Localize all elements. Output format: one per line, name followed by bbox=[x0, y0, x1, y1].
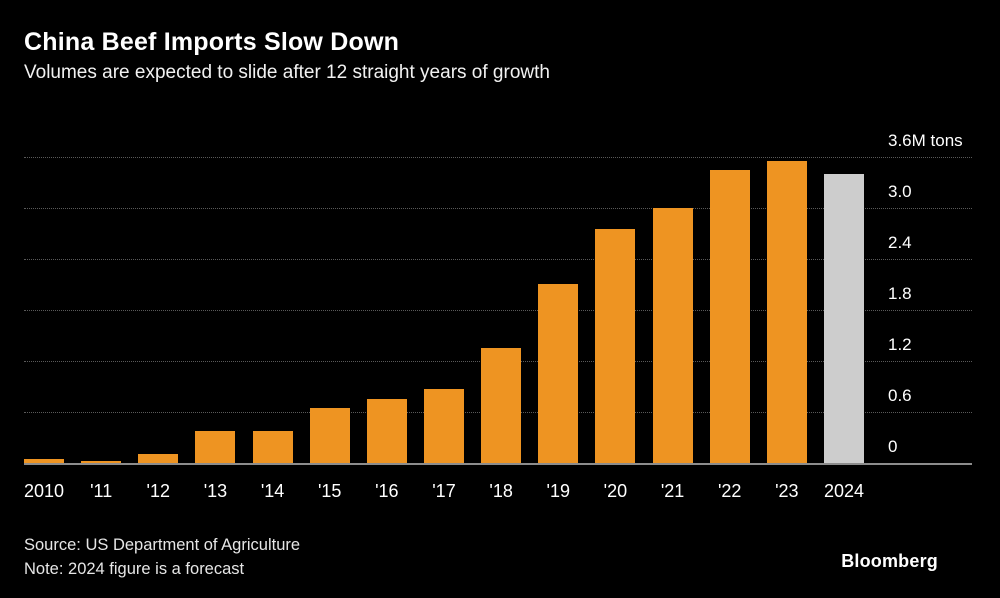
y-tick-label: 2.4 bbox=[888, 233, 912, 252]
bar-16 bbox=[366, 399, 407, 463]
bar-23 bbox=[766, 161, 807, 463]
x-tick-label: '11 bbox=[90, 481, 113, 501]
x-tick-label: '15 bbox=[317, 481, 342, 501]
source-note: Source: US Department of Agriculture Not… bbox=[24, 533, 300, 581]
source-line: Source: US Department of Agriculture bbox=[24, 536, 301, 554]
bar-2010 bbox=[24, 459, 64, 463]
bar-21 bbox=[652, 208, 693, 463]
x-tick-label: '20 bbox=[603, 481, 628, 501]
bar-19 bbox=[538, 284, 579, 463]
bar-11 bbox=[81, 461, 122, 463]
bar-13 bbox=[195, 431, 236, 463]
bar-20 bbox=[595, 229, 636, 463]
x-tick-label: '17 bbox=[432, 481, 456, 501]
bar-2024 bbox=[823, 174, 864, 463]
x-tick-label: '22 bbox=[717, 481, 742, 501]
x-tick-label: '19 bbox=[546, 481, 570, 501]
bar-12 bbox=[138, 454, 179, 463]
bar-22 bbox=[709, 170, 750, 463]
x-axis-labels: 2010 '11 '12 '13 '14 '15 '16 '17 '18 '19 '20 '21 '22… bbox=[24, 481, 864, 502]
x-tick-label: '14 bbox=[260, 481, 285, 501]
x-tick-label: 2010 bbox=[23, 481, 65, 501]
y-tick-label: 1.8 bbox=[888, 284, 912, 303]
x-tick-label: '23 bbox=[775, 481, 799, 501]
y-tick-label: 3.6M tons bbox=[888, 131, 963, 150]
y-tick-label: 3.0 bbox=[888, 182, 912, 201]
x-tick-label: '16 bbox=[375, 481, 399, 501]
x-tick-label: '13 bbox=[203, 481, 228, 501]
bar-18 bbox=[481, 348, 522, 463]
y-tick-label: 0 bbox=[888, 437, 898, 456]
bar-15 bbox=[309, 408, 350, 463]
bar-series bbox=[24, 157, 864, 463]
bloomberg-logo: Bloomberg bbox=[841, 551, 938, 571]
bar-17 bbox=[423, 389, 464, 463]
y-axis-labels: 3.6M tons 3.0 2.4 1.8 1.2 0.6 0 bbox=[888, 131, 998, 463]
note-line: Note: 2024 figure is a forecast bbox=[24, 560, 245, 578]
y-tick-label: 0.6 bbox=[888, 386, 912, 405]
y-tick-label: 1.2 bbox=[888, 335, 912, 354]
x-axis-line bbox=[24, 463, 972, 465]
chart-subtitle: Volumes are expected to slide after 12 s… bbox=[24, 62, 550, 83]
x-tick-label: '21 bbox=[660, 481, 685, 501]
bar-14 bbox=[252, 431, 293, 463]
x-tick-label: '12 bbox=[146, 481, 171, 501]
chart-title: China Beef Imports Slow Down bbox=[24, 28, 400, 56]
x-tick-label: 2024 bbox=[823, 481, 864, 501]
x-tick-label: '18 bbox=[489, 481, 513, 501]
